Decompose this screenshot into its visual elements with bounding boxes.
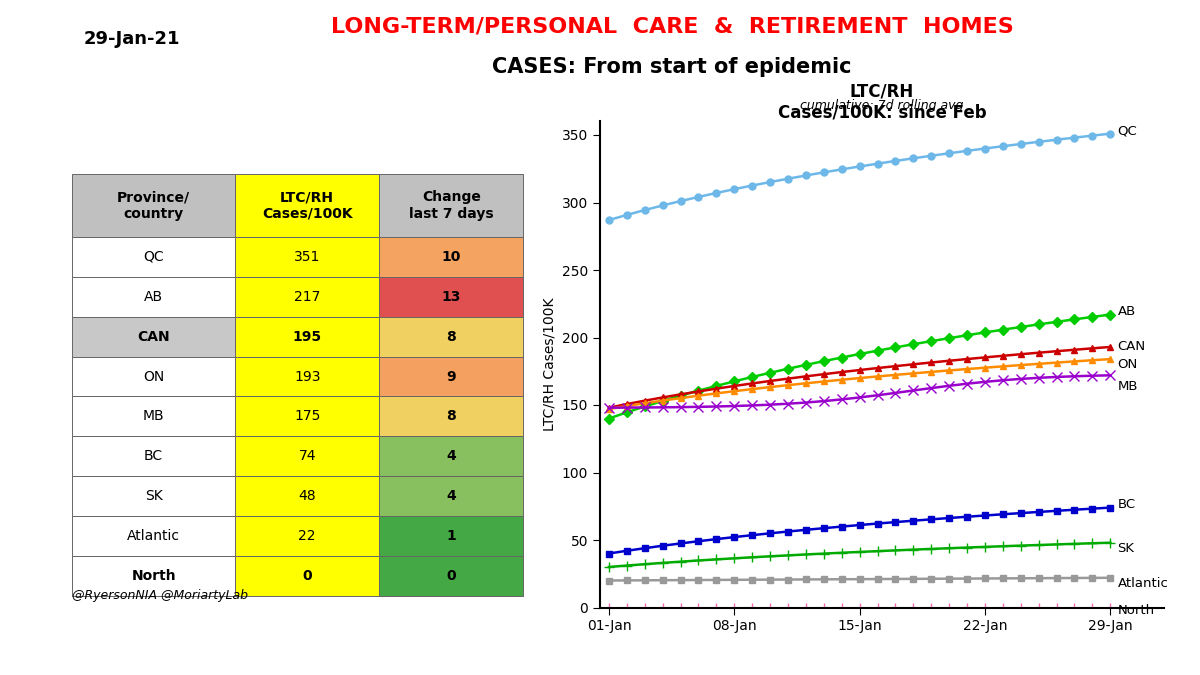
Text: CASES: From start of epidemic: CASES: From start of epidemic [492,57,852,78]
Text: 4: 4 [446,489,456,503]
Text: 8: 8 [446,410,456,423]
Text: 8: 8 [446,329,456,344]
Text: 13: 13 [442,290,461,304]
Bar [379,556,523,596]
Text: Change
last 7 days: Change last 7 days [409,190,493,221]
Bar [379,396,523,436]
Bar [235,556,379,596]
Text: 1: 1 [446,529,456,543]
Bar [379,237,523,277]
Bar [379,476,523,516]
Text: 217: 217 [294,290,320,304]
Bar [235,516,379,556]
Text: 22: 22 [299,529,316,543]
Bar [235,174,379,237]
Text: QC: QC [1117,124,1138,138]
Text: LTC/RH
Cases/100K: LTC/RH Cases/100K [262,190,353,221]
Text: 0: 0 [302,569,312,583]
Text: @RyersonNIA @MoriartyLab: @RyersonNIA @MoriartyLab [72,589,248,601]
Text: MB: MB [143,410,164,423]
Bar [379,174,523,237]
Text: Atlantic: Atlantic [1117,576,1169,590]
Text: ON: ON [143,369,164,383]
Bar [72,317,235,356]
Text: QC: QC [143,250,164,264]
Title: LTC/RH
Cases/100K: since Feb: LTC/RH Cases/100K: since Feb [778,83,986,122]
Y-axis label: LTC/RH Cases/100K: LTC/RH Cases/100K [542,298,557,431]
Text: LONG-TERM/PERSONAL  CARE  &  RETIREMENT  HOMES: LONG-TERM/PERSONAL CARE & RETIREMENT HOM… [331,17,1013,37]
Text: BC: BC [1117,498,1135,512]
Text: SK: SK [1117,541,1134,555]
Bar [235,476,379,516]
Bar [235,277,379,317]
Text: 48: 48 [299,489,316,503]
Bar [379,277,523,317]
Bar [72,476,235,516]
Text: 195: 195 [293,329,322,344]
Text: CAN: CAN [137,329,170,344]
Bar [235,436,379,476]
Bar [72,356,235,396]
Text: SK: SK [145,489,162,503]
Text: 193: 193 [294,369,320,383]
Bar [72,174,235,237]
Text: Atlantic: Atlantic [127,529,180,543]
Text: 29-Jan-21: 29-Jan-21 [84,30,180,49]
Text: North: North [131,569,176,583]
Bar [235,317,379,356]
Bar [379,317,523,356]
Text: CAN: CAN [1117,340,1146,354]
Text: 0: 0 [446,569,456,583]
Text: BC: BC [144,450,163,463]
Text: 175: 175 [294,410,320,423]
Bar [235,356,379,396]
Text: 351: 351 [294,250,320,264]
Bar [72,237,235,277]
Bar [379,516,523,556]
Bar [235,396,379,436]
Bar [72,396,235,436]
Text: 10: 10 [442,250,461,264]
Text: AB: AB [144,290,163,304]
Bar [235,237,379,277]
Text: Province/
country: Province/ country [118,190,190,221]
Bar [72,556,235,596]
Bar [72,277,235,317]
Bar [72,436,235,476]
Text: AB: AB [1117,305,1135,319]
Text: cumulative; 7d rolling avg: cumulative; 7d rolling avg [800,99,964,112]
Text: ON: ON [1117,358,1138,371]
Text: 4: 4 [446,450,456,463]
Bar [72,516,235,556]
Text: MB: MB [1117,379,1138,393]
Bar [379,356,523,396]
Text: 9: 9 [446,369,456,383]
Bar [379,436,523,476]
Text: North: North [1117,603,1154,617]
Text: 74: 74 [299,450,316,463]
